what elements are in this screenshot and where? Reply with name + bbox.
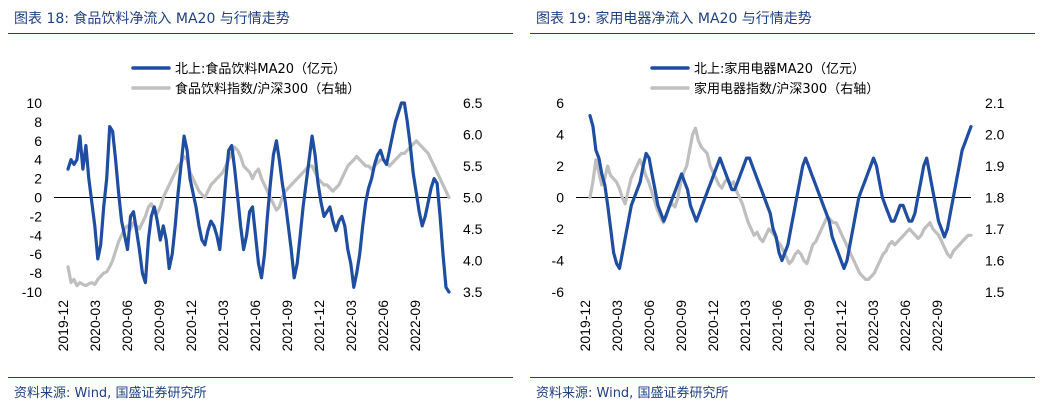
y-left-tick-label: -2 [552, 221, 565, 237]
y-right-tick-label: 5.5 [463, 158, 483, 174]
y-left-tick-label: 2 [34, 171, 42, 187]
x-tick-label: 2022-09 [929, 300, 945, 352]
x-tick-label: 2020-03 [87, 300, 103, 352]
x-tick-label: 2022-09 [407, 300, 423, 352]
x-tick-label: 2021-09 [801, 300, 817, 352]
y-left-tick-label: 2 [556, 158, 564, 174]
y-right-tick-label: 1.5 [985, 284, 1005, 300]
source-divider [530, 377, 1035, 378]
x-tick-label: 2021-12 [833, 300, 849, 352]
y-left-tick-label: -4 [30, 227, 43, 243]
y-right-tick-label: 2.0 [985, 127, 1005, 143]
legend-label: 北上:家用电器MA20（亿元） [694, 61, 865, 77]
y-left-tick-label: 6 [34, 133, 42, 149]
x-tick-label: 2020-09 [151, 300, 167, 352]
x-tick-label: 2021-03 [215, 300, 231, 352]
y-left-tick-label: -2 [30, 208, 43, 224]
y-right-tick-label: 2.1 [985, 95, 1005, 111]
legend-label: 家用电器指数/沪深300（右轴） [694, 81, 879, 97]
x-tick-label: 2020-06 [119, 300, 135, 352]
y-right-tick-label: 6.5 [463, 95, 483, 111]
x-tick-label: 2022-06 [375, 300, 391, 352]
chart-panel-home-appliance: 图表 19: 家用电器净流入 MA20 与行情走势 -6 -4 -2 0 2 4 6 1.5 1… [530, 0, 1035, 411]
y-right-tick-label: 5.0 [463, 190, 483, 206]
y-left-tick-label: -10 [22, 284, 42, 300]
y-left-tick-label: 4 [556, 127, 564, 143]
y-left-tick-label: -4 [552, 253, 565, 269]
y-left-tick-label: -6 [552, 284, 565, 300]
y-left-tick-label: 10 [26, 95, 42, 111]
y-left-tick-label: 4 [34, 152, 42, 168]
source-note: 资料来源: Wind, 国盛证券研究所 [14, 386, 207, 401]
title-divider [8, 33, 513, 34]
x-tick-label: 2021-03 [737, 300, 753, 352]
x-tick-label: 2019-12 [577, 300, 593, 352]
x-tick-label: 2021-06 [247, 300, 263, 352]
x-tick-label: 2022-06 [897, 300, 913, 352]
x-tick-label: 2020-09 [673, 300, 689, 352]
y-right-tick-label: 6.0 [463, 127, 483, 143]
y-left-tick-label: 8 [34, 114, 42, 130]
x-tick-label: 2022-03 [343, 300, 359, 352]
y-left-tick-label: 6 [556, 95, 564, 111]
y-left-tick-label: 0 [34, 190, 42, 206]
series-line-netflow [66, 101, 451, 294]
x-tick-label: 2020-03 [609, 300, 625, 352]
x-tick-label: 2022-03 [865, 300, 881, 352]
x-tick-label: 2020-12 [705, 300, 721, 352]
y-left-tick-label: -6 [30, 246, 43, 262]
chart-panel-food-beverage: 图表 18: 食品饮料净流入 MA20 与行情走势 -10 -8 -6 -4 -2 0 2 4… [8, 0, 513, 411]
y-left-tick-label: 0 [556, 190, 564, 206]
x-tick-label: 2020-06 [641, 300, 657, 352]
x-tick-label: 2019-12 [55, 300, 71, 352]
y-right-tick-label: 3.5 [463, 284, 483, 300]
chart-canvas-food-beverage: -10 -8 -6 -4 -2 0 2 4 6 8 10 3.5 4.0 4.5 5.0 5.5 6.0 6.5 2… [22, 61, 483, 352]
series-line-relative-index [588, 126, 973, 281]
y-right-tick-label: 1.8 [985, 190, 1005, 206]
series-line-netflow [588, 113, 973, 270]
source-divider [8, 377, 513, 378]
x-tick-label: 2021-12 [311, 300, 327, 352]
x-tick-label: 2020-12 [183, 300, 199, 352]
legend-label: 食品饮料指数/沪深300（右轴） [175, 81, 360, 97]
y-right-tick-label: 1.9 [985, 158, 1005, 174]
y-right-tick-label: 1.7 [985, 221, 1005, 237]
legend-label: 北上:食品饮料MA20（亿元） [175, 61, 346, 77]
title-divider [530, 33, 1035, 34]
y-right-tick-label: 4.5 [463, 221, 483, 237]
y-left-tick-label: -8 [30, 265, 43, 281]
source-note: 资料来源: Wind, 国盛证券研究所 [536, 386, 729, 401]
figure-title: 图表 18: 食品饮料净流入 MA20 与行情走势 [14, 11, 290, 27]
x-tick-label: 2021-09 [279, 300, 295, 352]
x-tick-label: 2021-06 [769, 300, 785, 352]
y-right-tick-label: 1.6 [985, 253, 1005, 269]
y-right-tick-label: 4.0 [463, 253, 483, 269]
chart-canvas-home-appliance: -6 -4 -2 0 2 4 6 1.5 1.6 1.7 1.8 1.9 2.0 2.1 2019-12 20… [552, 61, 1005, 352]
figure-title: 图表 19: 家用电器净流入 MA20 与行情走势 [536, 11, 812, 27]
